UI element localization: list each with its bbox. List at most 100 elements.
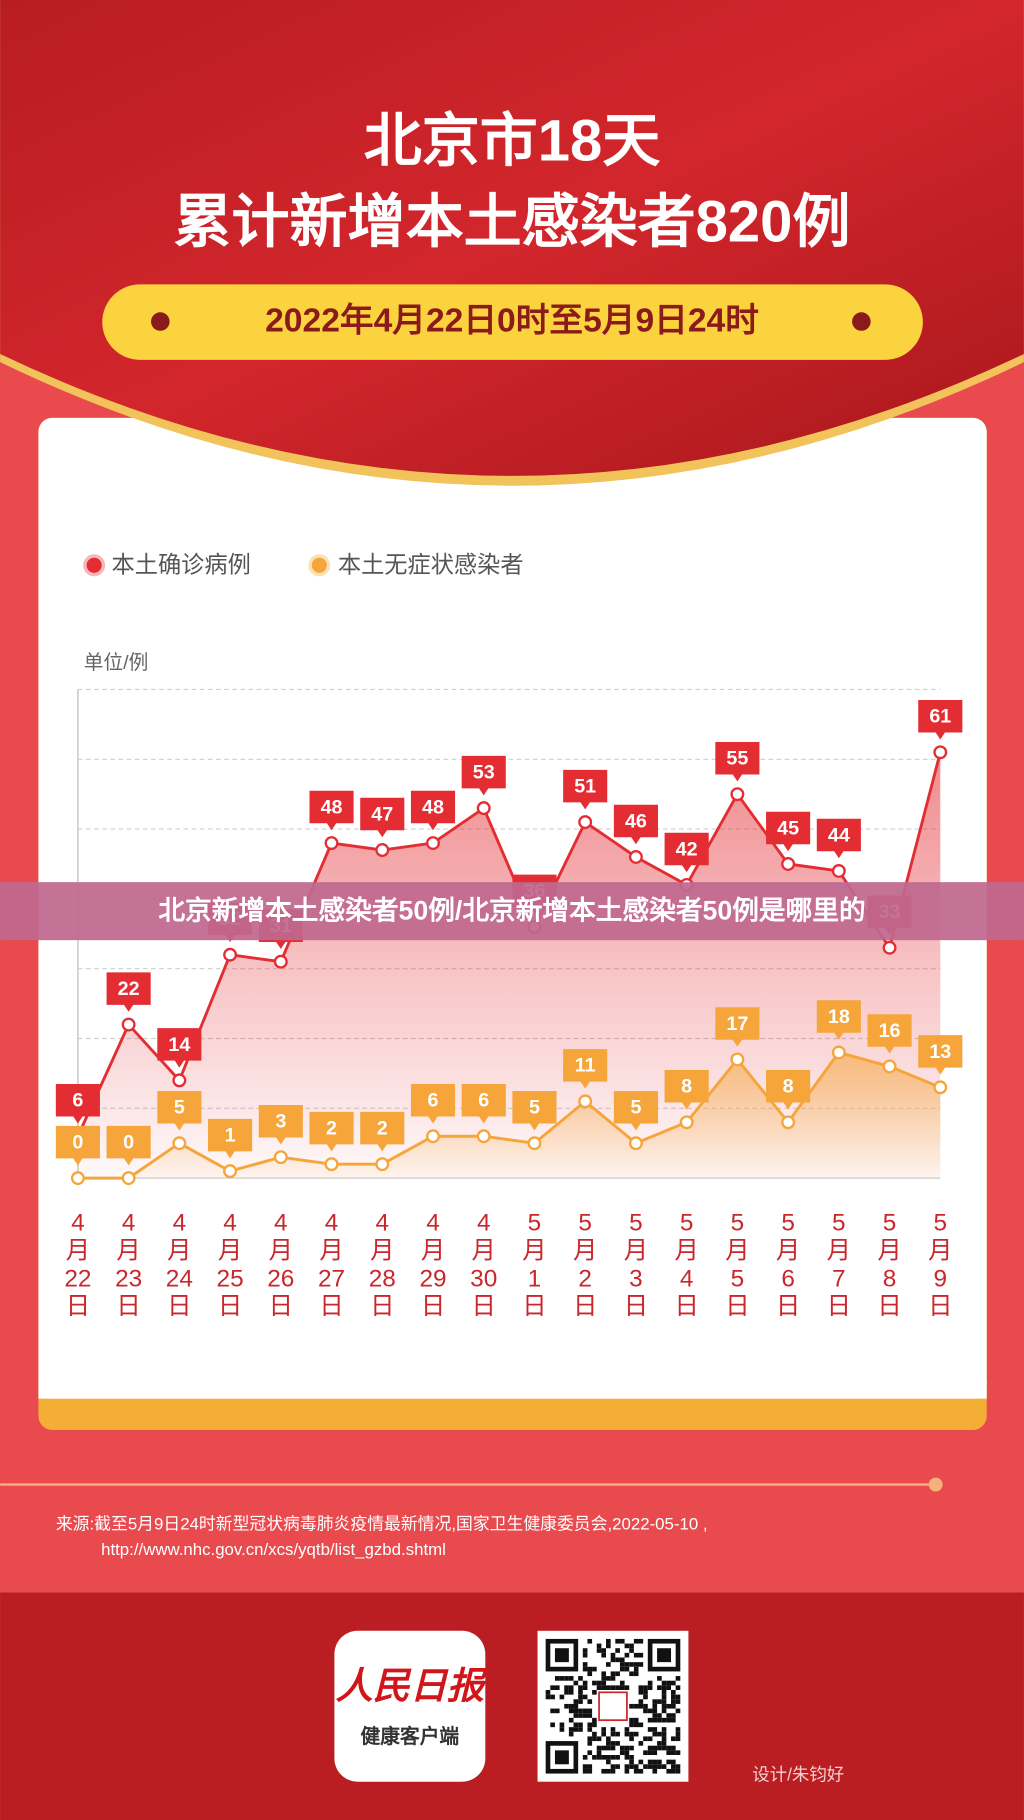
data-label: 46 [625,810,647,832]
qr-module [624,1685,630,1690]
qr-module [601,1652,607,1658]
qr-module [573,1713,579,1718]
qr-module [606,1768,611,1774]
qr-module [554,1685,560,1690]
qr-module [633,1652,639,1658]
logo-name: 人民日报 [336,1665,489,1707]
qr-module [647,1764,653,1769]
qr-module [652,1717,658,1723]
overlay-title: 北京新增本土感染者50例/北京新增本土感染者50例是哪里的 [158,895,865,925]
qr-module [564,1690,569,1695]
qr-module [647,1727,653,1732]
qr-module [573,1699,579,1704]
qr-module [671,1759,676,1765]
qr-module [582,1666,588,1672]
qr-module [643,1736,648,1742]
qr-module [661,1690,667,1695]
label-box [360,1111,405,1152]
qr-module [573,1708,579,1714]
data-label: 6 [428,1090,439,1112]
qr-module [624,1727,630,1732]
data-point [172,1073,187,1088]
qr-module [610,1685,616,1690]
qr-module [587,1727,593,1732]
qr-module [657,1676,662,1681]
qr-module [587,1736,593,1742]
overlay-banner [0,882,1024,941]
x-tick-label: 4 月 29 日 [419,1210,446,1321]
qr-module [652,1708,658,1714]
qr-module [657,1745,662,1751]
legend-swatch [83,554,106,577]
data-label: 6 [478,1090,489,1112]
qr-module [633,1768,639,1774]
qr-module [606,1676,611,1681]
qr-module [629,1736,634,1742]
data-label: 5 [174,1097,185,1119]
series-area [77,752,941,1179]
data-point [172,1136,187,1151]
qr-module [671,1750,676,1755]
qr-module [652,1713,658,1718]
qr-module [629,1671,634,1677]
qr-module [666,1717,672,1723]
qr-module [568,1708,574,1714]
qr-module [615,1764,620,1769]
qr-module [610,1768,616,1774]
qr-module [587,1768,593,1774]
qr-module [671,1764,676,1769]
data-point [831,1045,846,1060]
qr-module [601,1680,607,1686]
qr-module [568,1690,574,1695]
qr-module [578,1727,583,1732]
qr-module [629,1755,634,1760]
qr-module [647,1685,653,1690]
data-label: 47 [371,803,393,825]
date-pill [102,284,923,360]
qr-module [675,1708,681,1714]
series-area [77,1052,941,1179]
qr-module [550,1708,555,1714]
qr-module [573,1703,579,1709]
qr-module [610,1657,616,1663]
qr-module [578,1694,583,1700]
qr-module [666,1759,672,1765]
plot: 4 月 22 日 4 月 23 日 4 月 24 日 4 月 25 日 4 月 26 日 4 月 27 日 4 月 28 日 4 月 29 日… [55,688,963,1321]
qr-module [559,1694,565,1700]
qr-module [638,1759,644,1765]
qr-module [638,1741,644,1746]
qr-module [657,1741,662,1746]
qr-module [582,1708,588,1714]
qr-module [545,1694,551,1700]
qr-module [675,1699,681,1704]
qr-module [638,1638,644,1644]
qr-module [568,1727,574,1732]
qr-module [666,1703,672,1709]
qr-module [675,1676,681,1681]
qr-module [559,1722,565,1728]
data-label: 22 [118,978,140,1000]
qr-module [652,1745,658,1751]
label-box [360,797,405,838]
qr-module [629,1648,634,1653]
qr-module [610,1652,616,1658]
qr-module [601,1671,607,1677]
qr-module [633,1638,639,1644]
data-label: 55 [726,748,748,770]
qr-module [675,1736,681,1742]
qr-module [619,1750,625,1755]
qr-module [610,1727,616,1732]
qr-module [624,1666,630,1672]
qr-module [601,1727,607,1732]
qr-module [671,1736,676,1742]
qr-module [606,1736,611,1742]
data-point [476,1129,491,1144]
qr-module [554,1676,560,1681]
qr-module [638,1703,644,1709]
qr-module [559,1727,565,1732]
